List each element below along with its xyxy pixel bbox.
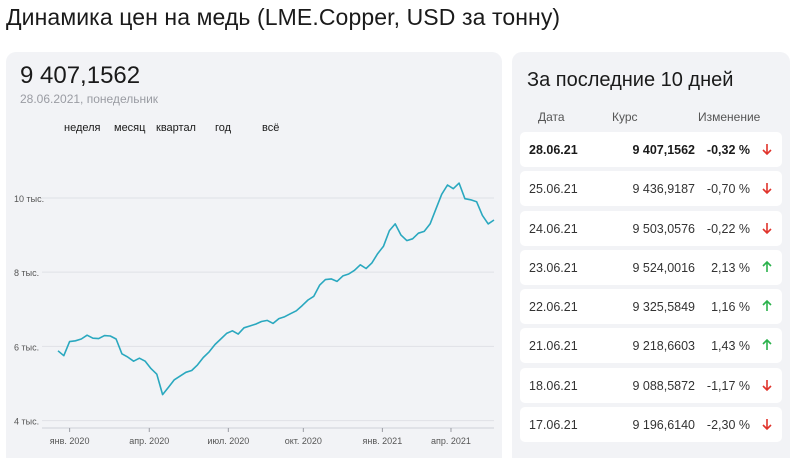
price-chart[interactable]: 4 тыс. 6 тыс. 8 тыс. 10 тыс. янв. 2020 апр. …	[6, 52, 502, 458]
table-row: 25.06.21 9 436,9187 -0,70 %	[520, 171, 782, 206]
row-change: -1,17 %	[706, 379, 750, 393]
x-tick-label: янв. 2021	[363, 436, 403, 446]
table-row: 28.06.21 9 407,1562 -0,32 %	[520, 132, 782, 167]
x-tick-label: янв. 2020	[50, 436, 90, 446]
price-line	[57, 182, 495, 396]
row-date: 24.06.21	[529, 222, 578, 236]
row-rate: 9 436,9187	[632, 182, 695, 196]
x-axis: янв. 2020 апр. 2020 июл. 2020 окт. 2020 янв.…	[42, 427, 494, 446]
last-10-days-panel: За последние 10 дней Дата Курс Изменение…	[512, 52, 790, 458]
row-date: 17.06.21	[529, 418, 578, 432]
row-rate: 9 088,5872	[632, 379, 695, 393]
row-change: -0,32 %	[706, 143, 750, 157]
current-date: 28.06.2021, понедельник	[20, 92, 159, 106]
row-rate: 9 196,6140	[632, 418, 695, 432]
tab-week[interactable]: неделя	[64, 122, 101, 134]
table-header: Дата Курс Изменение	[512, 110, 790, 126]
arrow-down-icon	[762, 419, 772, 431]
arrow-down-icon	[762, 223, 772, 235]
x-tick-label: июл. 2020	[207, 436, 249, 446]
arrow-down-icon	[762, 144, 772, 156]
x-tick-label: окт. 2020	[285, 436, 322, 446]
table-row: 18.06.21 9 088,5872 -1,17 %	[520, 368, 782, 403]
row-date: 18.06.21	[529, 379, 578, 393]
current-price: 9 407,1562	[20, 62, 141, 89]
tab-year[interactable]: год	[215, 122, 232, 134]
row-change: -2,30 %	[706, 418, 750, 432]
row-date: 23.06.21	[529, 261, 578, 275]
row-date: 21.06.21	[529, 339, 578, 353]
tab-quarter[interactable]: квартал	[156, 122, 196, 134]
table-row: 24.06.21 9 503,0576 -0,22 %	[520, 211, 782, 246]
row-rate: 9 503,0576	[632, 222, 695, 236]
page-title: Динамика цен на медь (LME.Copper, USD за…	[6, 4, 561, 30]
table-row: 23.06.21 9 524,0016 2,13 %	[520, 250, 782, 285]
chart-card: 9 407,1562 28.06.2021, понедельник недел…	[6, 52, 502, 458]
header-date: Дата	[538, 110, 565, 124]
y-tick-label: 4 тыс.	[14, 417, 39, 427]
arrow-up-icon	[762, 338, 772, 350]
table-row: 22.06.21 9 325,5849 1,16 %	[520, 289, 782, 324]
row-date: 22.06.21	[529, 300, 578, 314]
table-row: 17.06.21 9 196,6140 -2,30 %	[520, 407, 782, 442]
tab-all[interactable]: всё	[262, 122, 280, 134]
row-change: 1,43 %	[711, 339, 750, 353]
x-tick-label: апр. 2021	[431, 436, 471, 446]
table-title: За последние 10 дней	[527, 69, 734, 91]
row-change: 1,16 %	[711, 300, 750, 314]
arrow-down-icon	[762, 380, 772, 392]
y-tick-label: 10 тыс.	[14, 194, 44, 204]
row-rate: 9 524,0016	[632, 261, 695, 275]
y-tick-label: 6 тыс.	[14, 342, 39, 352]
row-rate: 9 325,5849	[632, 300, 695, 314]
header-rate: Курс	[612, 110, 638, 124]
arrow-up-icon	[762, 260, 772, 272]
arrow-down-icon	[762, 183, 772, 195]
tab-month[interactable]: месяц	[114, 122, 146, 134]
row-date: 25.06.21	[529, 182, 578, 196]
header-change: Изменение	[698, 110, 761, 124]
row-change: -0,22 %	[706, 222, 750, 236]
row-rate: 9 218,6603	[632, 339, 695, 353]
row-change: 2,13 %	[711, 261, 750, 275]
y-tick-label: 8 тыс.	[14, 268, 39, 278]
row-rate: 9 407,1562	[632, 143, 695, 157]
x-tick-label: апр. 2020	[129, 436, 169, 446]
y-axis: 4 тыс. 6 тыс. 8 тыс. 10 тыс.	[14, 194, 44, 427]
row-date: 28.06.21	[529, 143, 578, 157]
table-row: 21.06.21 9 218,6603 1,43 %	[520, 328, 782, 363]
chart-grid	[42, 197, 494, 422]
arrow-up-icon	[762, 299, 772, 311]
row-change: -0,70 %	[706, 182, 750, 196]
